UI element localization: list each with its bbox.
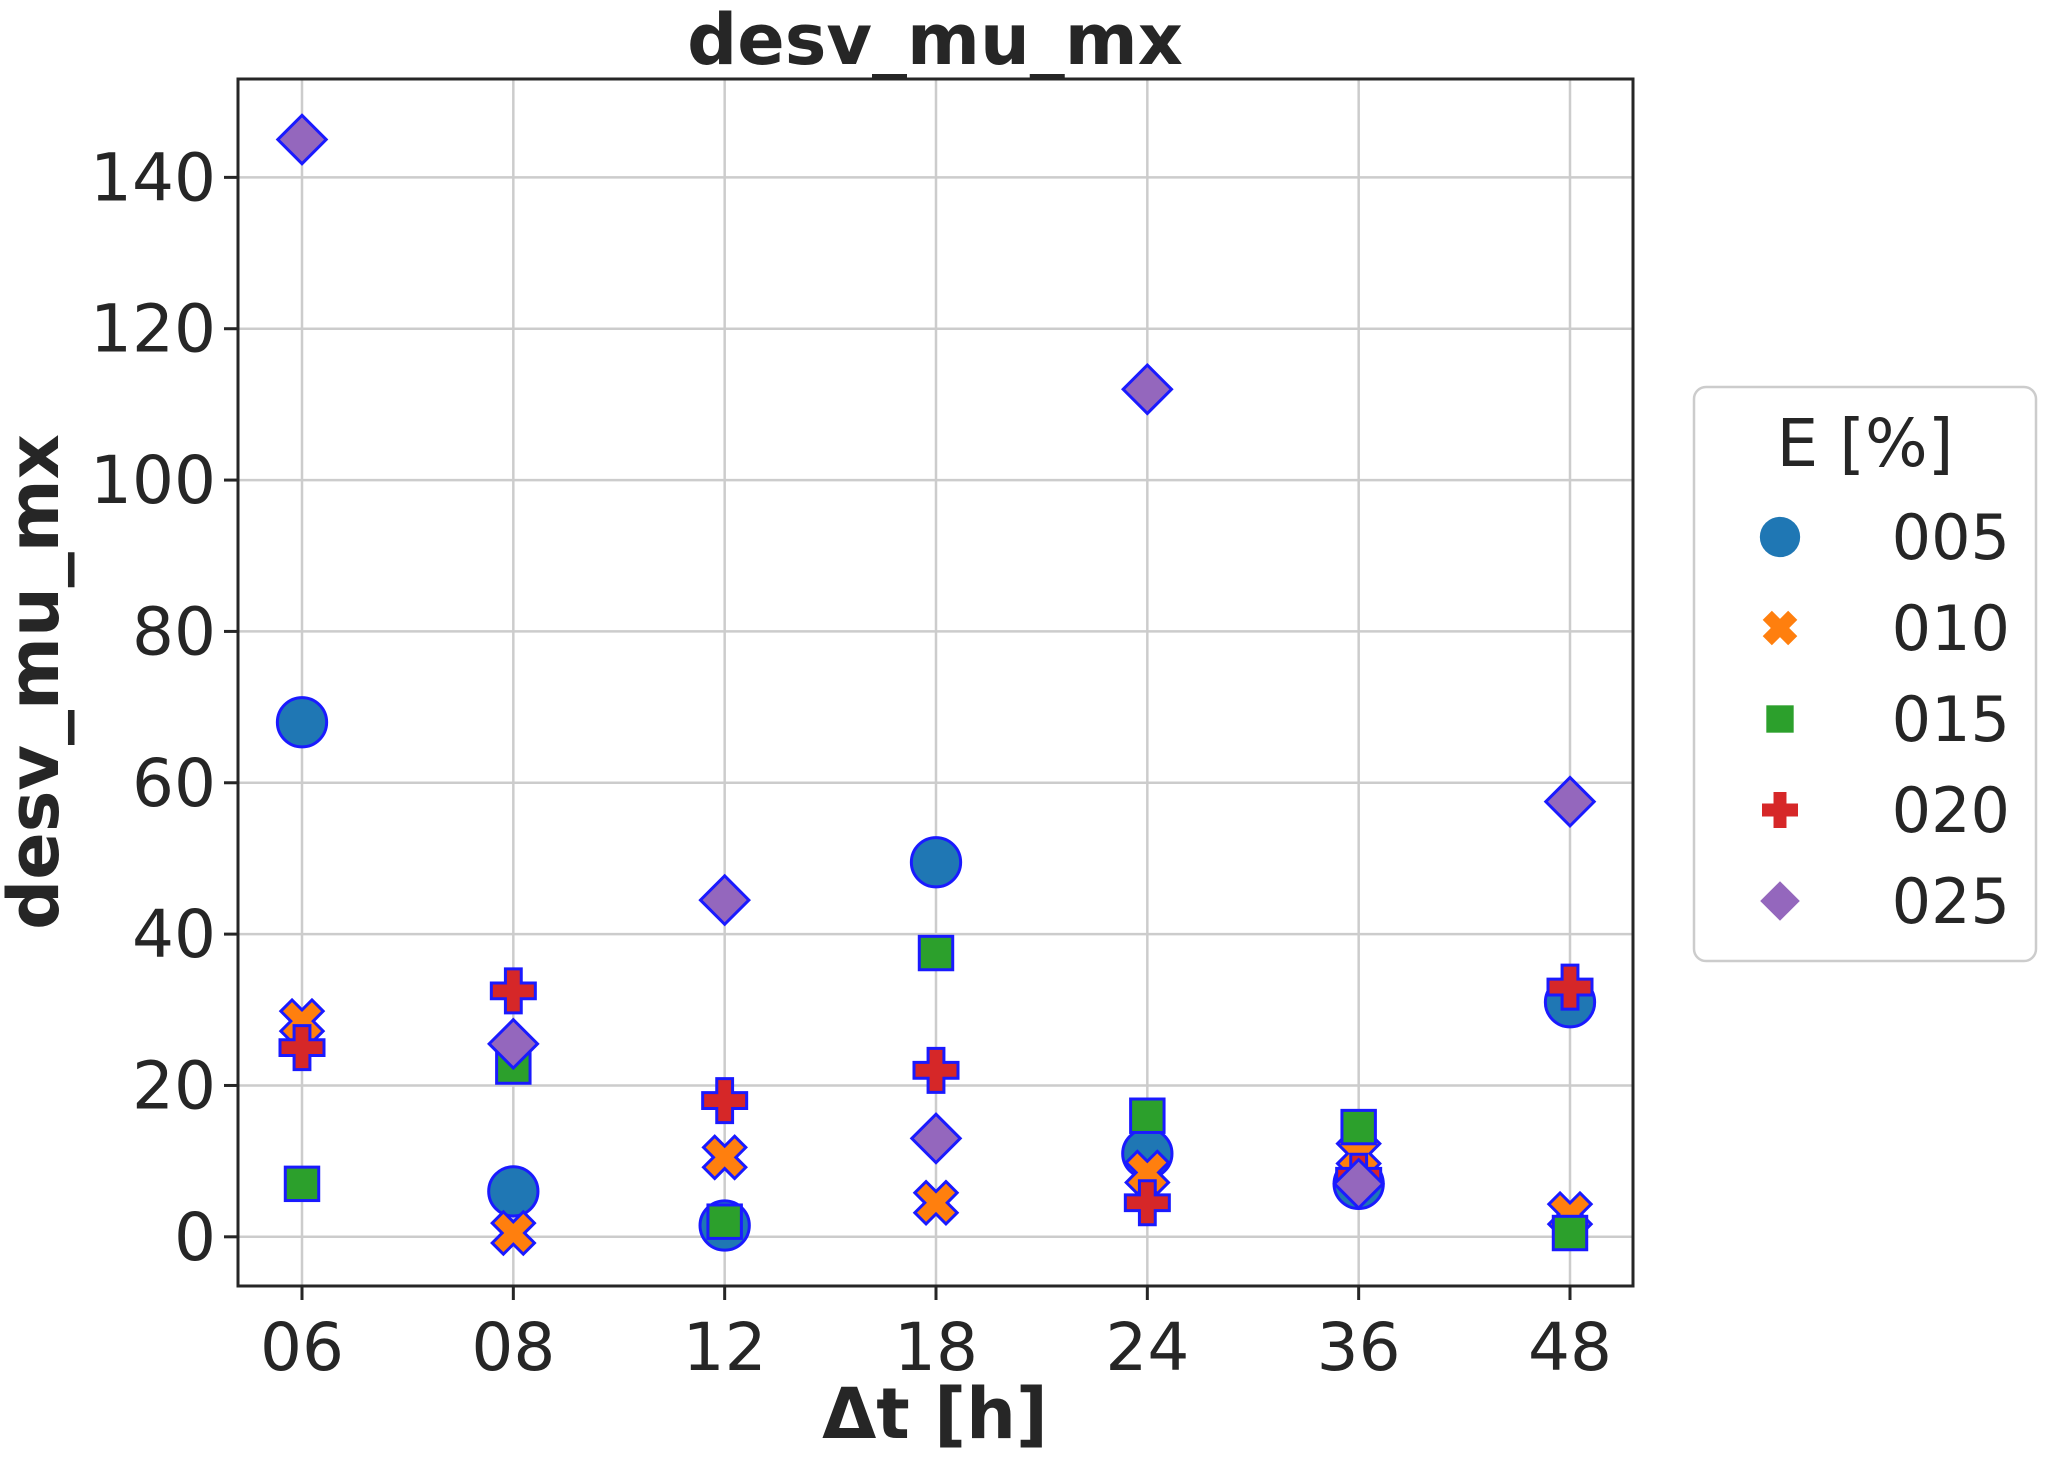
legend-label-015: 015 xyxy=(1892,683,2010,756)
point-015-18 xyxy=(917,934,955,972)
point-025-36 xyxy=(1332,1157,1385,1211)
point-015-36 xyxy=(1340,1108,1377,1146)
x-axis-label: Δt [h] xyxy=(822,1373,1048,1455)
point-020-24 xyxy=(1123,1179,1171,1227)
y-axis-label: desv_mu_mx xyxy=(0,434,75,930)
y-tick-label: 80 xyxy=(132,593,216,670)
x-tick-label: 12 xyxy=(683,1309,767,1386)
y-tick-label: 120 xyxy=(90,291,216,368)
y-tick-label: 20 xyxy=(132,1047,216,1124)
legend-marker-015 xyxy=(1766,705,1794,733)
point-020-08 xyxy=(489,967,537,1015)
data-points xyxy=(275,113,1597,1257)
point-025-12 xyxy=(698,873,751,927)
point-020-06 xyxy=(278,1024,326,1072)
legend-title: E [%] xyxy=(1777,405,1954,482)
point-010-18 xyxy=(912,1179,960,1227)
legend-items: 005 010 015 020 025 xyxy=(1759,501,2010,938)
point-015-24 xyxy=(1129,1097,1166,1134)
y-axis-ticks: 0 20 40 60 80 100 120 140 xyxy=(90,139,238,1276)
point-015-06 xyxy=(283,1165,321,1203)
legend-marker-020 xyxy=(1762,792,1798,828)
legend-marker-005 xyxy=(1759,516,1801,558)
point-025-18 xyxy=(909,1112,963,1165)
x-tick-label: 48 xyxy=(1528,1309,1612,1386)
legend: E [%] 005 010 015 020 025 xyxy=(1692,385,2038,963)
legend-label-005: 005 xyxy=(1892,501,2010,574)
grid xyxy=(238,79,1633,1286)
y-tick-label: 60 xyxy=(132,745,216,822)
point-025-48 xyxy=(1543,775,1597,829)
y-tick-label: 140 xyxy=(90,139,216,216)
point-005-18 xyxy=(909,836,963,889)
legend-label-025: 025 xyxy=(1892,865,2010,938)
point-025-24 xyxy=(1121,362,1174,416)
legend-label-020: 020 xyxy=(1892,774,2010,847)
point-025-08 xyxy=(487,1017,540,1071)
point-010-08 xyxy=(490,1209,537,1257)
point-015-12 xyxy=(706,1203,743,1240)
x-tick-label: 06 xyxy=(260,1309,344,1386)
point-015-48 xyxy=(1551,1214,1589,1252)
x-tick-label: 18 xyxy=(894,1309,978,1386)
plot-frame xyxy=(236,77,1635,1288)
x-tick-label: 08 xyxy=(471,1309,555,1386)
point-010-12 xyxy=(701,1134,748,1181)
legend-label-010: 010 xyxy=(1892,592,2010,665)
y-tick-label: 100 xyxy=(90,442,216,519)
legend-marker-025 xyxy=(1760,881,1800,921)
x-tick-label: 36 xyxy=(1317,1309,1401,1386)
chart-title: desv_mu_mx xyxy=(687,0,1183,81)
point-005-06 xyxy=(275,696,329,749)
point-005-08 xyxy=(487,1165,540,1218)
point-020-18 xyxy=(912,1046,960,1094)
legend-marker-010 xyxy=(1762,610,1798,646)
y-tick-label: 40 xyxy=(132,896,216,973)
y-tick-label: 0 xyxy=(174,1199,216,1276)
point-025-06 xyxy=(275,113,329,166)
point-020-12 xyxy=(701,1077,749,1125)
x-tick-label: 24 xyxy=(1105,1309,1189,1386)
point-020-48 xyxy=(1546,963,1594,1011)
x-axis-ticks: 06 08 12 18 24 36 48 xyxy=(260,1286,1612,1386)
